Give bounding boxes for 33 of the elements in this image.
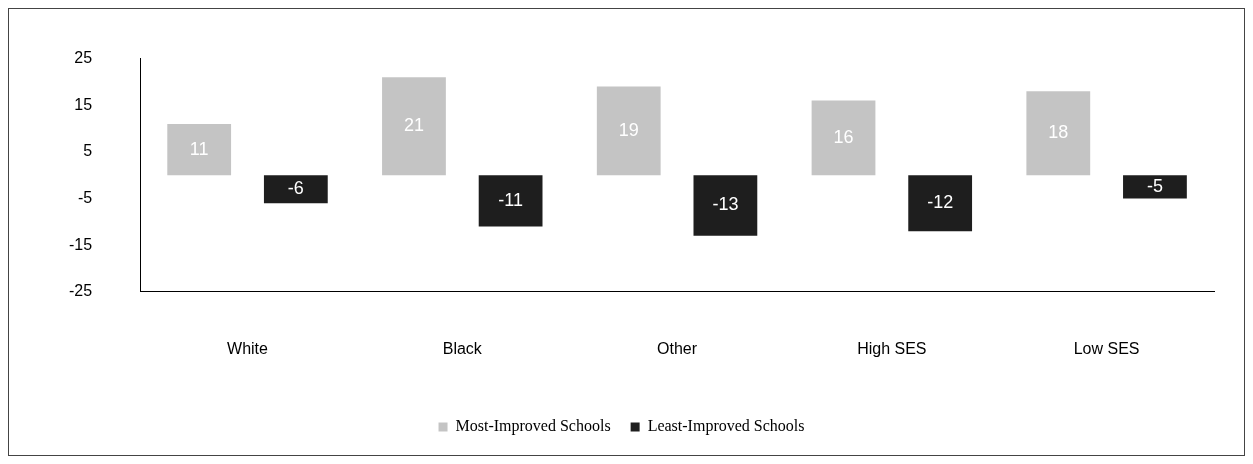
bar — [263, 175, 328, 204]
bar — [167, 123, 232, 176]
data-label: 11 — [189, 138, 209, 159]
y-tick-label: 25 — [74, 49, 93, 67]
data-label: 16 — [833, 126, 854, 147]
bar — [596, 86, 661, 176]
bar — [1026, 91, 1091, 176]
legend-label: Most-Improved Schools — [455, 417, 611, 436]
x-tick-label: Low SES — [1073, 339, 1140, 357]
data-label: -13 — [712, 194, 739, 215]
data-label: -6 — [287, 178, 304, 199]
x-tick-label: Other — [657, 339, 698, 357]
bar — [1123, 175, 1187, 199]
y-tick-label: -15 — [69, 235, 93, 253]
x-tick-label: Black — [442, 339, 483, 357]
y-tick-label: 5 — [83, 142, 93, 160]
bar — [811, 100, 876, 176]
x-tick-label: High SES — [857, 339, 927, 357]
y-tick-label: 15 — [74, 95, 93, 113]
data-label: 21 — [403, 115, 424, 136]
data-label: -12 — [927, 192, 954, 213]
bar — [382, 77, 446, 176]
bar — [478, 175, 543, 227]
bar — [908, 175, 973, 232]
data-label: 19 — [618, 119, 639, 140]
x-tick-label: White — [227, 339, 269, 357]
y-tick-label: -25 — [69, 282, 93, 300]
data-label: -11 — [498, 189, 523, 210]
data-label: -5 — [1146, 175, 1163, 196]
legend-label: Least-Improved Schools — [647, 417, 805, 436]
data-label: 18 — [1048, 122, 1069, 143]
y-tick-label: -5 — [77, 188, 93, 206]
bar — [693, 175, 758, 236]
